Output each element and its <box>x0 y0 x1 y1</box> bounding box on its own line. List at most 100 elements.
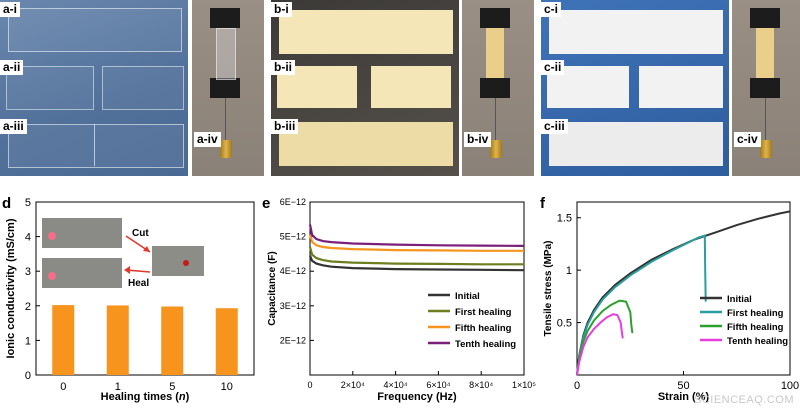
chart-f-xtick-label: 100 <box>781 380 799 392</box>
chart-d-conductivity: 0 1 2 3 4 5 0 1 5 10 Healing times (n) Ionic conduc… <box>5 197 255 403</box>
chart-e-xtick-label: 4×10⁴ <box>384 380 408 390</box>
chart-d-xtick-label: 5 <box>169 381 175 393</box>
label-a-ii: a-ii <box>0 60 24 75</box>
weight-a <box>220 140 232 158</box>
clamp-top <box>480 8 510 28</box>
arrow-heal-head <box>124 266 130 274</box>
chart-d-ytick-label: 5 <box>25 197 31 209</box>
chart-e-series-line <box>308 246 524 266</box>
chart-e-series-line <box>308 224 525 247</box>
chart-d-ytick-label: 4 <box>25 232 31 244</box>
clamp-bottom <box>210 78 240 98</box>
sample-a <box>216 28 236 80</box>
heal-line-a <box>94 124 95 166</box>
chart-e-xtick-label: 8×10⁴ <box>469 380 493 390</box>
inset-heal-label: Heal <box>128 278 149 289</box>
chart-e-ytick-label: 4E−12 <box>280 266 306 276</box>
watermark: SCIENCEAQ.COM <box>693 394 794 406</box>
photo-a-strips <box>0 0 188 176</box>
film-a-iii <box>8 124 184 168</box>
chart-d-bar <box>106 305 129 375</box>
film-a-ii-right <box>102 66 184 110</box>
chart-d-xtick-label: 1 <box>115 381 121 393</box>
chart-e-ytick-label: 2E−12 <box>280 335 306 345</box>
chart-e-series-line <box>308 234 524 252</box>
weight-wire-a <box>225 98 226 140</box>
weight-wire-c <box>765 98 766 140</box>
label-c-iv: c-iv <box>734 132 761 147</box>
chart-e-legend-label: Fifth healing <box>455 323 512 334</box>
chart-e-legend-label: First healing <box>455 307 512 318</box>
label-c-ii: c-ii <box>541 60 565 75</box>
panel-letter-d: d <box>2 195 11 212</box>
chart-f-series-line <box>576 299 634 376</box>
chart-f-series-line <box>576 234 707 376</box>
led-glow-bottom <box>48 272 56 280</box>
chart-f-legend-label: Initial <box>727 294 752 305</box>
chart-f-tensile: 0.5 1 1.5 0 50 100 Initial First healing Fifth h… <box>543 201 799 403</box>
inset-photo-cut <box>152 246 204 276</box>
chart-f-legend-label: Tenth healing <box>727 336 788 347</box>
chart-e-ylabel: Capacitance (F) <box>267 251 278 325</box>
panel-letter-e: e <box>262 195 270 212</box>
chart-e-ytick-label: 6E−12 <box>280 197 306 207</box>
inset-photo-healed <box>42 258 122 288</box>
inset-photo-original <box>42 218 122 248</box>
film-b-ii-right <box>371 66 451 108</box>
clamp-bottom <box>750 78 780 98</box>
chart-d-inset: Cut Heal <box>42 218 204 289</box>
label-c-i: c-i <box>541 2 562 17</box>
chart-f-ytick-label: 0.5 <box>557 318 572 330</box>
chart-e-series-line <box>308 255 525 272</box>
label-a-i: a-i <box>0 2 21 17</box>
label-c-iii: c-iii <box>541 119 568 134</box>
chart-e-xlabel: Frequency (Hz) <box>377 391 457 403</box>
arrow-cut-head <box>143 246 150 252</box>
film-c-ii-right <box>639 66 723 108</box>
chart-d-ytick-label: 3 <box>25 266 31 278</box>
label-b-iv: b-iv <box>464 132 492 147</box>
chart-d-xtick-label: 10 <box>221 381 233 393</box>
label-a-iv: a-iv <box>194 132 221 147</box>
chart-e-legend-label: Tenth healing <box>455 339 516 350</box>
label-b-i: b-i <box>271 2 292 17</box>
chart-e-xtick-label: 1×10⁵ <box>512 380 536 390</box>
film-a-ii-left <box>6 66 94 110</box>
chart-d-xtick-label: 0 <box>60 381 66 393</box>
chart-e-xtick-label: 6×10⁴ <box>426 380 450 390</box>
film-b-iii <box>279 122 453 166</box>
film-b-i <box>279 10 453 54</box>
chart-d-frame <box>35 201 255 376</box>
film-c-iii <box>549 122 723 166</box>
chart-d-ytick-label: 2 <box>25 301 31 313</box>
chart-e-xtick-label: 2×10⁴ <box>341 380 365 390</box>
chart-e-legend-label: Initial <box>455 291 480 302</box>
chart-d-ytick-label: 1 <box>25 335 31 347</box>
chart-f-legend-label: Fifth healing <box>727 322 784 333</box>
sample-b <box>486 28 504 78</box>
chart-d-bar <box>161 306 184 375</box>
chart-e-ytick-label: 3E−12 <box>280 301 306 311</box>
led-off <box>183 260 189 266</box>
chart-f-xtick-label: 0 <box>574 380 580 392</box>
chart-f-legend-label: First healing <box>727 308 784 319</box>
photo-b-strips <box>271 0 459 176</box>
chart-e-capacitance: 2E−12 3E−12 4E−12 5E−12 6E−12 0 2×10⁴ 4×10⁴ 6×10… <box>267 197 536 403</box>
chart-d-ylabel: Ionic conductivity (mS/cm) <box>5 218 17 358</box>
clamp-top <box>210 8 240 28</box>
film-c-i <box>549 10 723 54</box>
panel-letter-f: f <box>540 195 546 212</box>
clamp-bottom <box>480 78 510 98</box>
weight-wire-b <box>495 98 496 140</box>
chart-d-bar <box>215 308 238 375</box>
weight-b <box>490 140 502 158</box>
led-glow-top <box>48 232 56 240</box>
chart-e-xtick-label: 0 <box>307 380 312 390</box>
chart-e-ytick-label: 5E−12 <box>280 232 306 242</box>
chart-e-frame <box>309 201 525 376</box>
chart-d-bar <box>52 305 75 375</box>
chart-d-xlabel: Healing times (n) <box>101 391 190 403</box>
photo-a-iv-tensile <box>192 0 264 176</box>
clamp-top <box>750 8 780 28</box>
